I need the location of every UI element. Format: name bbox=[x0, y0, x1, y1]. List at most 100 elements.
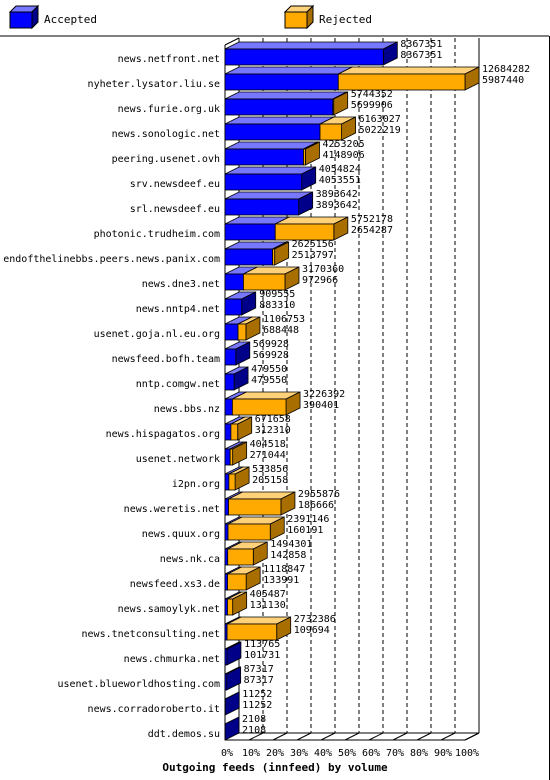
value-label-accepted: 883310 bbox=[259, 300, 295, 311]
bar-rejected bbox=[243, 273, 286, 291]
category-label: news.chmurka.net bbox=[124, 654, 220, 665]
value-label-accepted: 101731 bbox=[244, 650, 280, 661]
bar-rejected bbox=[337, 73, 466, 91]
value-label-offered: 404518 bbox=[250, 439, 286, 450]
value-label-offered: 113765 bbox=[244, 639, 280, 650]
bar-rejected bbox=[228, 473, 236, 491]
value-label-offered: 671658 bbox=[255, 414, 291, 425]
bar-rejected bbox=[272, 248, 276, 266]
value-label-accepted: 2513797 bbox=[292, 250, 334, 261]
category-label: news.weretis.net bbox=[124, 504, 220, 515]
bar-rejected bbox=[229, 448, 234, 466]
value-label-offered: 4054824 bbox=[319, 164, 361, 175]
value-label-accepted: 4053551 bbox=[319, 175, 361, 186]
floor-gridline bbox=[440, 732, 456, 741]
value-label-offered: 3170360 bbox=[302, 264, 344, 275]
x-tick-label: 10% bbox=[242, 748, 260, 759]
value-label-offered: 2391146 bbox=[287, 514, 329, 525]
value-label-accepted: 5987440 bbox=[482, 75, 524, 86]
value-label-accepted: 479550 bbox=[251, 375, 287, 386]
category-label: ddt.demos.su bbox=[148, 729, 220, 740]
bar-accepted bbox=[224, 673, 228, 691]
value-label-offered: 2625156 bbox=[292, 239, 334, 250]
bar-accepted bbox=[224, 423, 232, 441]
bar-rejected bbox=[230, 423, 239, 441]
category-label: news.samoylyk.net bbox=[118, 604, 220, 615]
x-tick-label: 100% bbox=[455, 748, 479, 759]
legend-label-accepted: Accepted bbox=[44, 13, 97, 26]
bar-accepted-top bbox=[224, 116, 335, 125]
wall-top-edge bbox=[224, 37, 240, 46]
value-label-offered: 8367351 bbox=[400, 39, 442, 50]
legend-label-rejected: Rejected bbox=[319, 13, 372, 26]
value-label-offered: 533856 bbox=[252, 464, 288, 475]
value-label-offered: 87317 bbox=[244, 664, 274, 675]
value-label-accepted: 142858 bbox=[270, 550, 306, 561]
value-label-offered: 12684282 bbox=[482, 64, 530, 75]
category-label: news.netfront.net bbox=[118, 54, 220, 65]
category-label: nntp.comgw.net bbox=[136, 379, 220, 390]
value-label-offered: 3226392 bbox=[303, 389, 345, 400]
bar-accepted-side bbox=[224, 691, 240, 716]
floor-gridline bbox=[368, 732, 384, 741]
category-label: news.corradoroberto.it bbox=[88, 704, 220, 715]
value-label-offered: 4253205 bbox=[322, 139, 364, 150]
bar-accepted bbox=[224, 73, 339, 91]
x-tick-label: 20% bbox=[266, 748, 284, 759]
category-label: news.furie.org.uk bbox=[118, 104, 220, 115]
value-label-accepted: 205158 bbox=[252, 475, 288, 486]
value-label-accepted: 160191 bbox=[287, 525, 323, 536]
value-label-offered: 5744352 bbox=[351, 89, 393, 100]
bar-rejected bbox=[332, 98, 335, 116]
bar-accepted-top bbox=[224, 66, 353, 75]
bar-rejected bbox=[274, 223, 335, 241]
x-tick-label: 80% bbox=[410, 748, 428, 759]
legend-swatch-rejected bbox=[283, 4, 315, 30]
bar-accepted bbox=[224, 648, 228, 666]
bar-accepted bbox=[224, 98, 334, 116]
value-label-offered: 909555 bbox=[259, 289, 295, 300]
value-label-accepted: 688448 bbox=[263, 325, 299, 336]
value-labels: 8367351836735112684282598744057443525699… bbox=[242, 39, 530, 736]
category-label: peering.usenet.ovh bbox=[112, 154, 220, 165]
bar-accepted bbox=[224, 298, 243, 316]
value-label-offered: 405487 bbox=[250, 589, 286, 600]
bars bbox=[224, 41, 480, 741]
value-label-offered: 3893642 bbox=[316, 189, 358, 200]
value-label-offered: 1106753 bbox=[263, 314, 305, 325]
bar-rejected bbox=[228, 498, 282, 516]
bar-accepted bbox=[224, 123, 321, 141]
category-label: news.bbs.nz bbox=[154, 404, 220, 415]
bar-accepted bbox=[224, 398, 233, 416]
bar-accepted bbox=[224, 198, 300, 216]
bar-accepted bbox=[224, 323, 239, 341]
floor-gridline bbox=[272, 732, 288, 741]
value-label-accepted: 109694 bbox=[294, 625, 330, 636]
bar-accepted bbox=[224, 48, 384, 66]
value-label-accepted: 11252 bbox=[242, 700, 272, 711]
x-tick-label: 70% bbox=[386, 748, 404, 759]
floor-gridline bbox=[344, 732, 360, 741]
x-tick-label: 90% bbox=[434, 748, 452, 759]
category-labels: news.netfront.net nyheter.lysator.liu.se n… bbox=[3, 54, 220, 740]
bar-accepted bbox=[224, 273, 244, 291]
bar-accepted bbox=[224, 523, 229, 541]
bar-rejected-top bbox=[338, 66, 480, 75]
legend: Accepted Rejected bbox=[8, 4, 372, 30]
category-label: news.sonologic.net bbox=[112, 129, 220, 140]
bar-accepted-top bbox=[224, 41, 398, 50]
category-label: photonic.trudheim.com bbox=[94, 229, 220, 240]
x-tick-label: 60% bbox=[362, 748, 380, 759]
value-label-offered: 6163027 bbox=[359, 114, 401, 125]
value-label-offered: 1494301 bbox=[270, 539, 312, 550]
floor-gridline bbox=[416, 732, 432, 741]
category-label: news.nntp4.net bbox=[136, 304, 220, 315]
legend-swatch-accepted bbox=[8, 4, 40, 30]
category-label: usenet.goja.nl.eu.org bbox=[94, 329, 220, 340]
bar-accepted bbox=[224, 223, 276, 241]
category-label: nyheter.lysator.liu.se bbox=[88, 79, 220, 90]
value-label-accepted: 312310 bbox=[255, 425, 291, 436]
chart-title: Outgoing feeds (innfeed) by volume bbox=[162, 761, 388, 774]
value-label-accepted: 186666 bbox=[298, 500, 334, 511]
x-tick-label: 0% bbox=[221, 748, 233, 759]
